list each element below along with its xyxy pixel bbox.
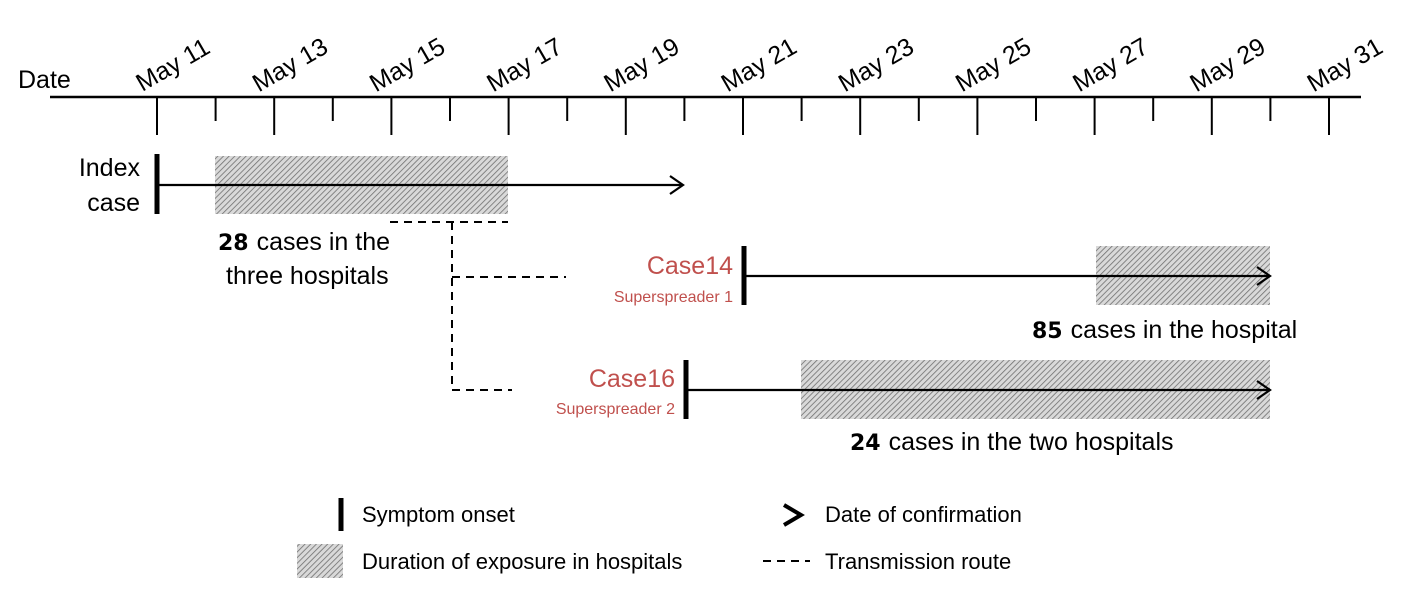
case14-name: Case14 (647, 252, 733, 280)
legend-confirmation-icon (782, 503, 805, 527)
transmission-route-trunk (451, 222, 512, 391)
case14-role: Superspreader 1 (614, 289, 733, 306)
axis-tick-label: May 27 (1068, 32, 1153, 97)
case16-exposure-note: 24 cases in the two hospitals (850, 428, 1174, 456)
index-case-confirmation-arrowhead (669, 175, 685, 195)
legend-transmission-label: Transmission route (825, 549, 1011, 574)
legend-confirmation-label: Date of confirmation (825, 502, 1022, 527)
index-case-label-line2: case (87, 189, 140, 217)
case16-name: Case16 (589, 365, 675, 393)
axis-tick-label: May 31 (1302, 32, 1387, 97)
legend-exposure-label: Duration of exposure in hospitals (362, 549, 682, 574)
case16-role: Superspreader 2 (556, 401, 675, 418)
axis-tick-label: May 21 (716, 32, 801, 97)
axis-tick-label: May 11 (131, 33, 214, 97)
case14-exposure-note: 85 cases in the hospital (1032, 316, 1297, 344)
legend: Symptom onset Duration of exposure in ho… (297, 498, 1022, 578)
index-case-exposure-note-line1: 28 cases in the (218, 228, 390, 256)
axis-label-date: Date (18, 66, 71, 94)
index-case-label-line1: Index (79, 154, 141, 182)
axis-tick-label: May 13 (248, 32, 333, 97)
axis-tick-label: May 15 (365, 32, 450, 97)
axis-tick-label: May 29 (1185, 32, 1270, 97)
index-case-exposure-note-line2: three hospitals (226, 262, 389, 290)
legend-exposure-swatch (297, 544, 343, 578)
date-axis-labels: May 11 May 13 May 15 May 17 May 19 May 21 May … (131, 32, 1387, 97)
transmission-route-lines (390, 221, 566, 391)
axis-tick-label: May 25 (951, 32, 1036, 97)
legend-symptom-onset-label: Symptom onset (362, 502, 515, 527)
date-axis-ticks (156, 97, 1330, 135)
axis-tick-label: May 17 (482, 32, 567, 97)
axis-tick-label: May 23 (834, 32, 919, 97)
axis-tick-label: May 19 (599, 32, 684, 97)
case14-confirmation-arrowhead (1256, 266, 1272, 286)
case16-confirmation-arrowhead (1256, 380, 1272, 400)
